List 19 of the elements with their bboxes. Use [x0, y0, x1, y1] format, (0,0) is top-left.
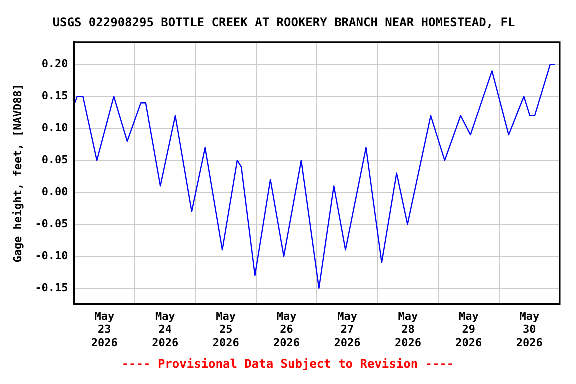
- y-tick-label: 0.00: [42, 185, 68, 198]
- y-tick-label: 0.05: [42, 153, 68, 166]
- x-tick-label: May 23 2026: [91, 310, 118, 350]
- x-tick-label: May 27 2026: [334, 310, 362, 350]
- y-tick-label: -0.10: [35, 249, 68, 262]
- x-tick-label: May 24 2026: [152, 310, 179, 350]
- x-tick-label: May 28 2026: [394, 310, 422, 350]
- y-tick-label: 0.10: [42, 122, 68, 135]
- text: ---- Provisional Data Subject to Revision ----: [120, 356, 456, 372]
- y-tick-label: -0.05: [35, 217, 68, 230]
- x-tick-label: May 25 2026: [212, 310, 240, 350]
- y-tick-label: 0.15: [42, 90, 68, 103]
- y-tick-label: -0.15: [35, 281, 68, 294]
- x-tick-label: May 26 2026: [274, 310, 300, 350]
- x-tick-label: May 30 2026: [516, 310, 544, 350]
- x-tick-label: May 29 2026: [456, 310, 483, 350]
- chart-title: USGS 022908295 BOTTLE CREEK AT ROOKERY BRANCH NEAR HOMESTEAD, FL: [52, 15, 516, 30]
- y-tick-label: 0.20: [42, 58, 68, 71]
- y-axis-title: Gage height, feet, [NAVD88]: [11, 84, 24, 263]
